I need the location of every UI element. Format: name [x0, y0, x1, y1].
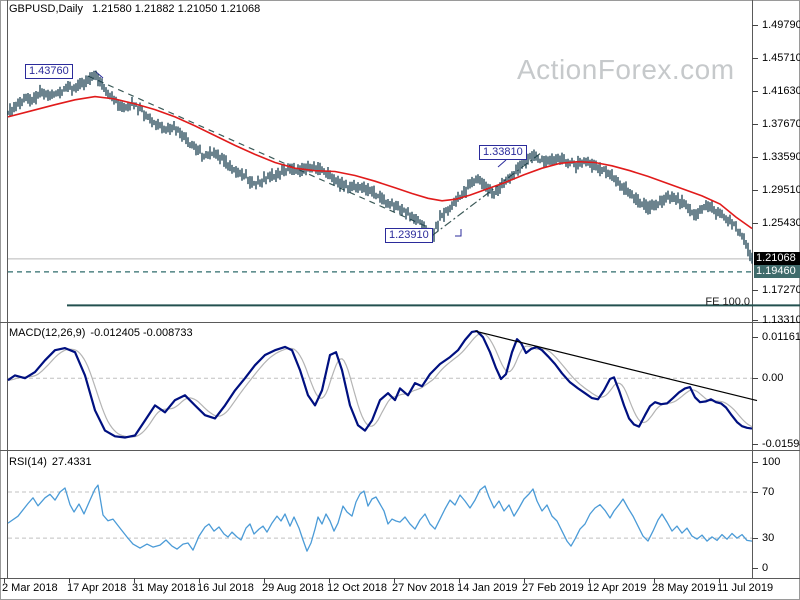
date-tick-0: 2 Mar 2018 [2, 582, 58, 594]
last-price-badge: 1.21068 [754, 252, 800, 265]
macd-indicator-label: MACD(12,26,9) -0.012405 -0.008733 [9, 327, 193, 339]
date-tick-2: 31 May 2018 [132, 582, 196, 594]
date-tick-1: 17 Apr 2018 [67, 582, 127, 594]
price-tick-8: 1.13310 [762, 314, 800, 326]
macd-tick-1: 0.00 [762, 372, 784, 384]
fibonacci-expansion-label: FE 100.0 [705, 296, 750, 308]
macd-name: MACD(12,26,9) [9, 327, 86, 339]
price-tick-1: 1.45710 [762, 52, 800, 64]
symbol-period-label: GBPUSD,Daily [9, 3, 83, 15]
date-tick-3: 16 Jul 2018 [197, 582, 254, 594]
rsi-tick-2: 30 [762, 532, 775, 544]
date-tick-8: 27 Feb 2019 [522, 582, 584, 594]
annotation-high-1-33810: 1.33810 [479, 145, 527, 160]
rsi-tick-0: 100 [762, 456, 781, 468]
rsi-value: 27.4331 [51, 456, 92, 468]
date-tick-9: 12 Apr 2019 [587, 582, 647, 594]
annotation-low-1-23910: 1.23910 [385, 228, 433, 243]
price-tick-2: 1.41630 [762, 85, 800, 97]
price-tick-6: 1.25430 [762, 217, 800, 229]
date-tick-11: 11 Jul 2019 [717, 582, 774, 594]
date-tick-5: 12 Oct 2018 [327, 582, 387, 594]
rsi-name: RSI(14) [9, 456, 47, 468]
price-tick-5: 1.29510 [762, 184, 800, 196]
annotation-high-1-43760: 1.43760 [25, 64, 73, 79]
rsi-tick-3: 0 [762, 562, 769, 574]
date-tick-10: 28 May 2019 [652, 582, 716, 594]
price-tick-0: 1.49790 [762, 19, 800, 31]
rsi-indicator-label: RSI(14) 27.4331 [9, 456, 92, 468]
date-tick-4: 29 Aug 2018 [262, 582, 324, 594]
date-tick-7: 14 Jan 2019 [457, 582, 518, 594]
price-tick-7: 1.17270 [762, 284, 800, 296]
macd-tick-2: -0.015949 [762, 438, 800, 450]
macd-tick-0: 0.011619 [762, 331, 800, 343]
rsi-tick-1: 70 [762, 486, 775, 498]
support-level-badge: 1.19460 [754, 265, 800, 278]
date-tick-6: 27 Nov 2018 [392, 582, 455, 594]
ohlc-values: 1.21580 1.21882 1.21050 1.21068 [91, 3, 261, 15]
chart-title: GBPUSD,Daily 1.21580 1.21882 1.21050 1.21… [9, 3, 260, 15]
watermark: ActionForex.com [517, 54, 735, 85]
price-tick-3: 1.37670 [762, 118, 800, 130]
price-tick-4: 1.33590 [762, 151, 800, 163]
macd-values: -0.012405 -0.008733 [90, 327, 193, 339]
